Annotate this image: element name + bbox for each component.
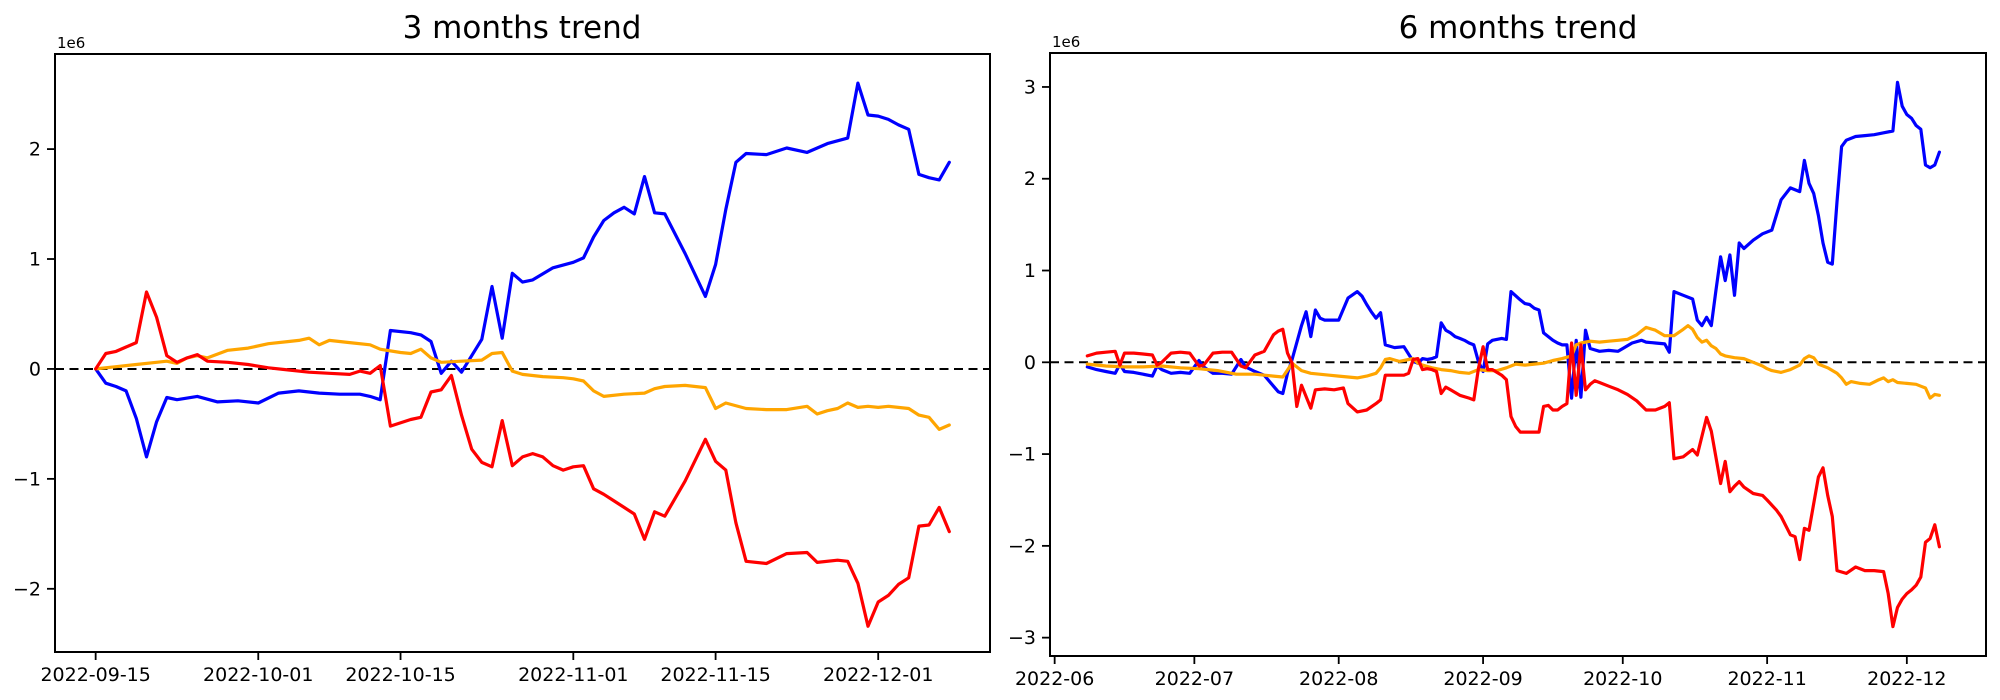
y-axis-scale-label-3-months: 1e6 — [57, 34, 85, 52]
panel-3-months-trend: 3 months trend 1e6 −2 −1 0 1 2 2022-09-15 2022… — [13, 10, 991, 686]
orange-series-line — [1085, 324, 1942, 400]
y-tick-label: 0 — [1024, 352, 1036, 374]
y-tick-label: 2 — [1024, 168, 1036, 190]
plot-area-3-months: −2 −1 0 1 2 2022-09-15 2022-10-01 2022-10-15 202… — [13, 53, 991, 686]
y-tick-label: −1 — [13, 468, 41, 490]
y-tick-label: −2 — [1008, 535, 1036, 557]
blue-series-line — [94, 81, 951, 459]
y-tick-label: −1 — [1008, 444, 1036, 466]
x-tick-label: 2022-06 — [1015, 668, 1094, 690]
y-tick-label: 2 — [29, 139, 41, 161]
x-tick-label: 2022-11-15 — [660, 664, 770, 686]
axes-frame — [54, 53, 991, 653]
y-tick-label: 1 — [29, 249, 41, 271]
chart-title-6-months: 6 months trend — [1399, 10, 1638, 46]
red-series-line — [94, 290, 951, 628]
y-tick-label: −2 — [13, 578, 41, 600]
panel-6-months-trend: 6 months trend 1e6 −3 −2 −1 0 1 2 3 2022-06 2022… — [1000, 0, 2000, 700]
x-tick-label: 2022-08 — [1299, 668, 1378, 690]
y-axis-scale-label-6-months: 1e6 — [1052, 33, 1080, 51]
chart-3-months-trend: 3 months trend 1e6 −2 −1 0 1 2 2022-09-15 2022… — [13, 10, 991, 686]
x-tick-label: 2022-12 — [1867, 668, 1946, 690]
y-tick-label: 3 — [1024, 76, 1036, 98]
y-tick-label: 0 — [29, 358, 41, 380]
chart-6-months-trend: 6 months trend 1e6 −3 −2 −1 0 1 2 3 2022-06 2022… — [1008, 10, 1987, 690]
y-tick-label: −3 — [1008, 627, 1036, 649]
y-tick-label: 1 — [1024, 260, 1036, 282]
x-tick-label: 2022-12-01 — [823, 664, 933, 686]
blue-series-line — [1085, 80, 1942, 400]
x-tick-label: 2022-09 — [1443, 668, 1522, 690]
chart-title-3-months: 3 months trend — [403, 10, 642, 46]
x-tick-label: 2022-10 — [1583, 668, 1662, 690]
x-tick-label: 2022-10-15 — [345, 664, 455, 686]
orange-series-line — [94, 336, 951, 431]
x-tick-label: 2022-11-01 — [518, 664, 628, 686]
x-tick-label: 2022-10-01 — [203, 664, 313, 686]
x-tick-label: 2022-11 — [1727, 668, 1806, 690]
plot-area-6-months: −3 −2 −1 0 1 2 3 2022-06 2022-07 2022-08 2022-09 20… — [1008, 52, 1987, 690]
axes-frame — [1049, 52, 1987, 657]
red-series-line — [1085, 327, 1942, 629]
x-tick-label: 2022-07 — [1155, 668, 1234, 690]
x-tick-label: 2022-09-15 — [40, 664, 150, 686]
